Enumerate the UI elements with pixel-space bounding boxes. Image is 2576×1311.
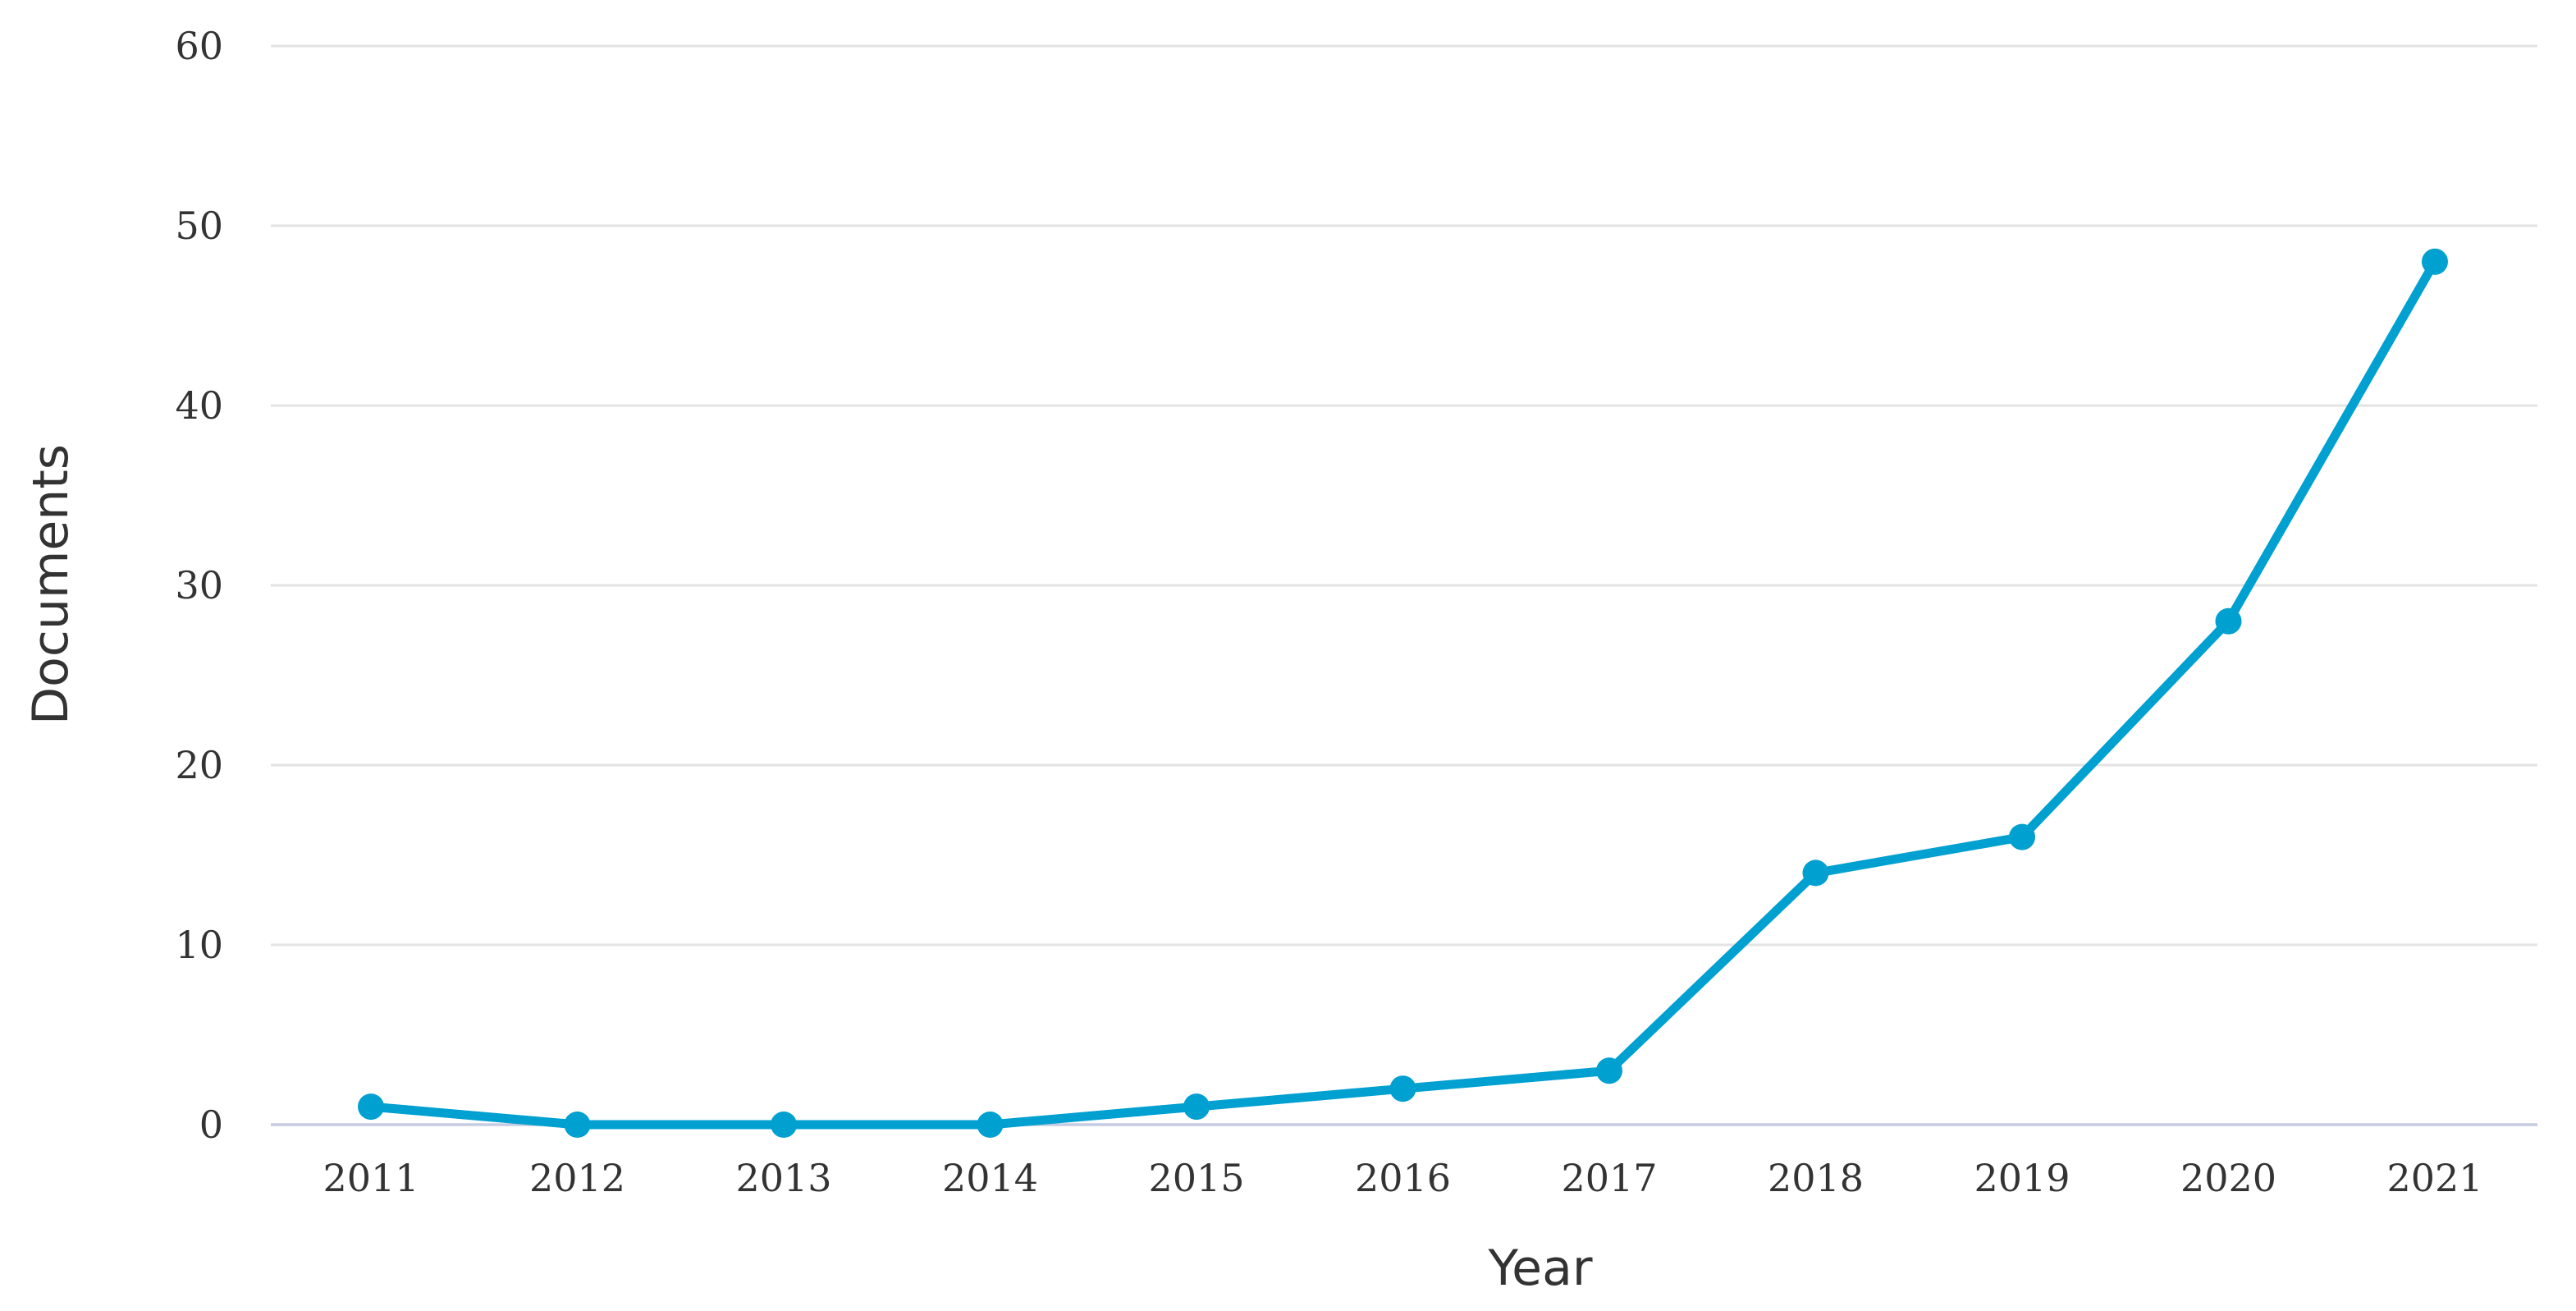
y-axis-title: Documents <box>22 444 80 725</box>
series-lines <box>366 257 2440 1130</box>
x-tick-label: 2012 <box>529 1156 625 1200</box>
data-point[interactable] <box>2215 607 2242 635</box>
series-line <box>366 257 2440 1130</box>
y-tick-label: 50 <box>175 204 223 248</box>
data-point[interactable] <box>1183 1093 1210 1121</box>
x-tick-label: 2017 <box>1561 1156 1657 1200</box>
data-point[interactable] <box>2422 248 2448 275</box>
x-tick-label: 2015 <box>1148 1156 1244 1200</box>
data-point[interactable] <box>2009 823 2035 850</box>
x-tick-label: 2019 <box>1974 1156 2070 1200</box>
y-tick-label: 30 <box>175 563 223 607</box>
data-point[interactable] <box>1802 859 1829 887</box>
x-tick-label: 2021 <box>2386 1156 2482 1200</box>
x-tick-label: 2016 <box>1355 1156 1451 1200</box>
data-point[interactable] <box>977 1112 1004 1138</box>
gridlines <box>271 44 2537 947</box>
y-tick-label: 40 <box>175 383 223 428</box>
x-tick-label: 2020 <box>2180 1156 2276 1200</box>
y-tick-label: 20 <box>175 743 223 787</box>
data-points <box>358 248 2448 1138</box>
data-point[interactable] <box>771 1112 797 1138</box>
x-tick-label: 2014 <box>942 1156 1038 1200</box>
data-point[interactable] <box>564 1112 591 1138</box>
x-tick-labels: 2011 2012 2013 2014 2015 2016 2017 2018 2019 2020… <box>323 1156 2482 1200</box>
y-tick-label: 10 <box>175 923 223 967</box>
y-tick-labels: 0 10 20 30 40 50 60 <box>175 24 223 1147</box>
x-tick-label: 2011 <box>323 1156 419 1200</box>
x-tick-label: 2018 <box>1768 1156 1864 1200</box>
data-point[interactable] <box>358 1093 384 1121</box>
data-point[interactable] <box>1389 1075 1416 1102</box>
x-tick-label: 2013 <box>735 1156 831 1200</box>
data-point[interactable] <box>1596 1057 1622 1084</box>
x-axis-title: Year <box>1487 1240 1592 1297</box>
y-tick-label: 0 <box>199 1102 223 1147</box>
y-tick-label: 60 <box>175 24 223 68</box>
